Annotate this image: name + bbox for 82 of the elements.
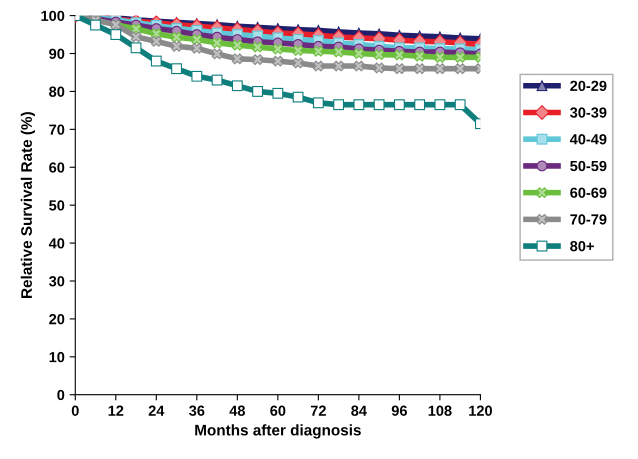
x-tick-label: 24 [148, 406, 164, 416]
point [272, 56, 284, 67]
x-tick-label: 36 [189, 406, 204, 416]
point [191, 42, 202, 54]
point [292, 58, 304, 68]
point [171, 32, 182, 43]
y-tick-label: 10 [50, 352, 64, 362]
y-axis-title: Relative Survival Rate (%) [20, 112, 35, 298]
point [312, 46, 324, 57]
point [333, 46, 344, 58]
point [312, 97, 324, 108]
point [212, 48, 222, 60]
point [353, 48, 364, 59]
legend-label: 80+ [570, 241, 594, 252]
point [150, 36, 162, 47]
point [171, 63, 182, 74]
legend-label: 70-79 [570, 214, 606, 225]
point [191, 34, 202, 45]
legend-label: 40-49 [570, 134, 606, 144]
x-tick-label: 12 [108, 406, 124, 416]
point [150, 56, 162, 67]
y-tick-label: 50 [49, 200, 64, 211]
x-axis-title: Months after diagnosis [195, 424, 361, 439]
point [394, 50, 405, 60]
point [110, 29, 122, 40]
point [130, 31, 142, 42]
y-tick-label: 90 [49, 48, 64, 59]
point [454, 52, 466, 63]
point [212, 74, 222, 86]
point [374, 99, 385, 110]
point [454, 63, 466, 74]
point [414, 50, 426, 62]
y-tick-label: 60 [49, 162, 64, 173]
point [272, 44, 284, 54]
x-tick-label: 120 [469, 406, 492, 416]
point [333, 99, 344, 110]
point [394, 63, 405, 74]
point [353, 99, 364, 110]
x-tick-label: 72 [310, 406, 326, 416]
point [353, 60, 364, 72]
point [374, 49, 385, 60]
point [232, 53, 243, 64]
x-tick-label: 108 [428, 406, 452, 416]
y-tick-label: 0 [57, 390, 64, 400]
point [434, 63, 446, 74]
x-tick-label: 60 [270, 406, 286, 416]
point [312, 60, 324, 72]
point [374, 62, 385, 74]
legend-label: 50-59 [570, 160, 606, 172]
point [394, 99, 405, 110]
point [434, 99, 446, 110]
point [191, 70, 202, 82]
y-tick-label: 100 [41, 10, 64, 22]
point [292, 45, 304, 56]
point [252, 86, 264, 97]
point [333, 60, 344, 72]
point [252, 42, 264, 52]
point [414, 99, 426, 110]
point [454, 99, 466, 110]
y-tick-label: 40 [48, 238, 64, 249]
legend-label: 60-69 [570, 188, 606, 198]
x-tick-label: 48 [229, 406, 245, 416]
point [212, 37, 222, 48]
point [171, 40, 182, 52]
point [90, 20, 101, 30]
y-tick-label: 20 [49, 314, 64, 324]
point [130, 42, 142, 54]
y-tick-label: 80 [49, 86, 64, 97]
point [292, 92, 304, 103]
point [232, 40, 243, 51]
x-tick-label: 84 [351, 406, 367, 416]
y-tick-label: 30 [48, 276, 64, 286]
y-tick-label: 70 [49, 124, 64, 135]
point [232, 80, 243, 92]
legend-label: 20-29 [570, 80, 606, 92]
legend-label: 30-39 [570, 107, 606, 118]
point [252, 54, 264, 65]
x-tick-label: 96 [392, 406, 407, 416]
point [434, 52, 446, 63]
point [272, 88, 284, 99]
x-tick-label: 0 [72, 406, 79, 416]
point [414, 63, 426, 74]
